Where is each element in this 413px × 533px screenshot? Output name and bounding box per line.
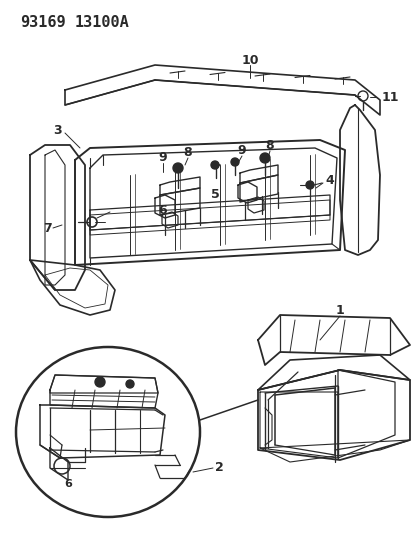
Ellipse shape [16, 347, 199, 517]
Text: 7: 7 [43, 222, 52, 235]
Text: 8: 8 [183, 146, 192, 158]
Text: 11: 11 [381, 91, 399, 103]
Circle shape [95, 377, 105, 387]
Text: 6: 6 [158, 204, 167, 216]
Text: 8: 8 [265, 139, 274, 151]
Text: 3: 3 [54, 124, 62, 136]
Text: 9: 9 [237, 143, 246, 157]
Text: 6: 6 [64, 479, 72, 489]
Text: 9: 9 [158, 150, 167, 164]
Text: 5: 5 [210, 189, 219, 201]
Text: 13100A: 13100A [75, 15, 129, 30]
Circle shape [259, 153, 269, 163]
Circle shape [173, 163, 183, 173]
Circle shape [305, 181, 313, 189]
Text: 93169: 93169 [20, 15, 66, 30]
Text: 1: 1 [335, 303, 344, 317]
Circle shape [211, 161, 218, 169]
Circle shape [230, 158, 238, 166]
Text: 2: 2 [214, 462, 223, 474]
Text: 10: 10 [241, 53, 258, 67]
Text: 4: 4 [324, 174, 333, 187]
Circle shape [126, 380, 134, 388]
